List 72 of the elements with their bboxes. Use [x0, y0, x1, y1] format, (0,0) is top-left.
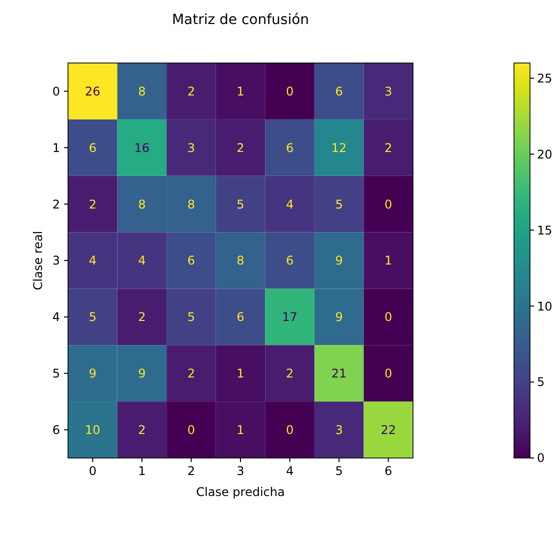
- data-label: 9: [88, 366, 96, 381]
- data-label: 22: [380, 422, 396, 437]
- data-label: 6: [286, 140, 294, 155]
- data-label: 6: [187, 254, 196, 268]
- data-label: 3: [187, 140, 196, 155]
- data-label: 1: [236, 84, 244, 98]
- data-label: 5: [187, 310, 196, 324]
- data-label: 1: [236, 366, 244, 381]
- data-label: 8: [236, 254, 244, 268]
- data-label: 0: [286, 422, 294, 437]
- data-label: 8: [138, 197, 146, 212]
- data-label: 0: [187, 422, 196, 437]
- data-label: 6: [335, 84, 343, 98]
- data-label: 2: [88, 197, 96, 212]
- chart-title: Matriz de confusión: [172, 12, 310, 28]
- data-label: 17: [282, 310, 298, 324]
- y-tick-label: 5: [52, 366, 60, 381]
- y-tick-label: 1: [52, 140, 60, 155]
- data-label: 10: [85, 422, 100, 437]
- x-tick-label: 1: [138, 464, 146, 478]
- data-label: 6: [236, 310, 244, 324]
- data-label: 2: [384, 140, 392, 155]
- data-label: 2: [236, 140, 244, 155]
- y-tick-label: 2: [52, 197, 60, 212]
- color-bar-label: 25: [537, 71, 552, 86]
- x-tick-label: 0: [88, 464, 96, 478]
- data-label: 2: [138, 422, 146, 437]
- x-tick-label: 4: [286, 464, 294, 478]
- data-label: 2: [187, 84, 196, 98]
- data-label: 9: [335, 254, 343, 268]
- data-label: 0: [384, 366, 392, 381]
- y-tick-label: 3: [52, 254, 60, 268]
- color-bar-label: 15: [537, 223, 552, 238]
- color-bar-label: 0: [537, 451, 545, 466]
- data-label: 16: [134, 140, 150, 155]
- data-label: 5: [236, 197, 244, 212]
- data-label: 0: [286, 84, 294, 98]
- data-label: 2: [286, 366, 294, 381]
- y-tick-label: 4: [52, 310, 60, 324]
- data-label: 2: [187, 366, 196, 381]
- x-tick-label: 3: [236, 464, 244, 478]
- data-label: 26: [85, 84, 100, 98]
- x-axis-title: Clase predicha: [196, 485, 285, 499]
- data-label: 8: [187, 197, 196, 212]
- data-label: 8: [138, 84, 146, 98]
- data-label: 5: [88, 310, 96, 324]
- color-bar-label: 20: [537, 147, 552, 162]
- data-label: 4: [138, 254, 146, 268]
- data-label: 3: [335, 422, 343, 437]
- data-label: 6: [286, 254, 294, 268]
- data-label: 4: [286, 197, 294, 212]
- x-tick-label: 2: [187, 464, 196, 478]
- data-label: 6: [88, 140, 96, 155]
- data-label: 12: [331, 140, 347, 155]
- data-label: 4: [88, 254, 96, 268]
- data-label: 1: [236, 422, 244, 437]
- data-label: 2: [138, 310, 146, 324]
- data-label: 5: [335, 197, 343, 212]
- data-label: 21: [331, 366, 347, 381]
- color-bar-label: 10: [537, 299, 552, 314]
- data-label: 0: [384, 310, 392, 324]
- data-label: 3: [384, 84, 392, 98]
- x-tick-label: 5: [335, 464, 343, 478]
- y-axis-title: Clase real: [31, 230, 45, 290]
- x-tick-label: 6: [384, 464, 392, 478]
- data-label: 9: [138, 366, 146, 381]
- color-bar-label: 5: [537, 375, 545, 390]
- y-tick-label: 6: [52, 422, 60, 437]
- data-label: 9: [335, 310, 343, 324]
- data-label: 0: [384, 197, 392, 212]
- y-tick-label: 0: [52, 84, 60, 98]
- data-label: 1: [384, 254, 392, 268]
